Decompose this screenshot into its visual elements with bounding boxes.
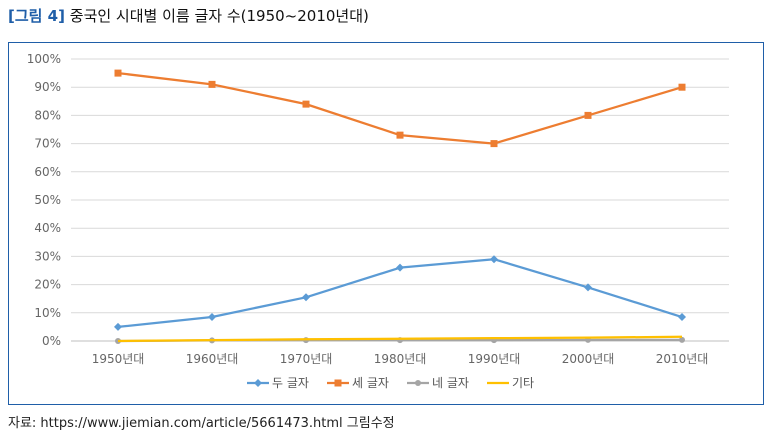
y-tick-label: 30% xyxy=(34,249,61,263)
data-point xyxy=(208,313,216,322)
data-point xyxy=(490,255,498,264)
data-point xyxy=(302,293,310,302)
data-point xyxy=(584,283,592,292)
y-tick-label: 60% xyxy=(34,165,61,179)
data-point xyxy=(302,100,310,108)
y-tick-label: 20% xyxy=(34,278,61,292)
x-tick-label: 2010년대 xyxy=(656,352,709,366)
y-tick-label: 80% xyxy=(34,108,61,122)
legend-label: 두 글자 xyxy=(272,376,309,390)
data-point xyxy=(208,80,216,88)
x-tick-label: 1980년대 xyxy=(374,352,427,366)
grid-lines xyxy=(71,58,729,342)
x-tick-label: 2000년대 xyxy=(562,352,615,366)
data-point xyxy=(678,313,686,322)
x-tick-label: 1960년대 xyxy=(186,352,239,366)
y-tick-label: 50% xyxy=(34,193,61,207)
data-point xyxy=(584,111,592,119)
figure-tag: [그림 4] xyxy=(8,7,65,25)
series-lines xyxy=(114,69,686,344)
y-tick-label: 0% xyxy=(42,334,61,348)
figure-title-text: 중국인 시대별 이름 글자 수(1950~2010년대) xyxy=(69,7,369,25)
data-point xyxy=(678,83,686,91)
legend: 두 글자 세 글자 네 글자 기타 xyxy=(247,376,534,390)
legend-marker xyxy=(254,379,262,387)
y-tick-label: 40% xyxy=(34,221,61,235)
y-axis-ticks: 0% 10% 20% 30% 40% 50% 60% 70% 80% 90% 100% xyxy=(27,52,61,348)
y-tick-label: 90% xyxy=(34,80,61,94)
series-line xyxy=(117,335,683,343)
x-tick-label: 1990년대 xyxy=(468,352,521,366)
legend-label: 기타 xyxy=(512,376,534,390)
data-point xyxy=(679,336,685,343)
chart-frame: 0% 10% 20% 30% 40% 50% 60% 70% 80% 90% 100% 1950년대… xyxy=(8,42,764,405)
line-chart: 0% 10% 20% 30% 40% 50% 60% 70% 80% 90% 100% 1950년대… xyxy=(27,52,729,390)
y-tick-label: 10% xyxy=(34,306,61,320)
source-note: 자료: https://www.jiemian.com/article/5661… xyxy=(8,416,395,431)
y-tick-label: 70% xyxy=(34,137,61,151)
x-tick-label: 1970년대 xyxy=(280,352,333,366)
figure-title: [그림 4] 중국인 시대별 이름 글자 수(1950~2010년대) xyxy=(8,5,369,26)
legend-marker xyxy=(334,379,342,387)
data-point xyxy=(114,322,122,331)
data-point xyxy=(396,131,404,139)
legend-label: 네 글자 xyxy=(432,376,469,390)
x-axis-ticks: 1950년대 1960년대 1970년대 1980년대 1990년대 2000년대 2010… xyxy=(92,352,709,366)
data-point xyxy=(114,69,122,77)
data-point xyxy=(396,263,404,272)
legend-marker xyxy=(415,380,421,386)
x-tick-label: 1950년대 xyxy=(92,352,145,366)
y-tick-label: 100% xyxy=(27,52,61,66)
legend-label: 세 글자 xyxy=(352,376,389,390)
data-point xyxy=(490,140,498,148)
